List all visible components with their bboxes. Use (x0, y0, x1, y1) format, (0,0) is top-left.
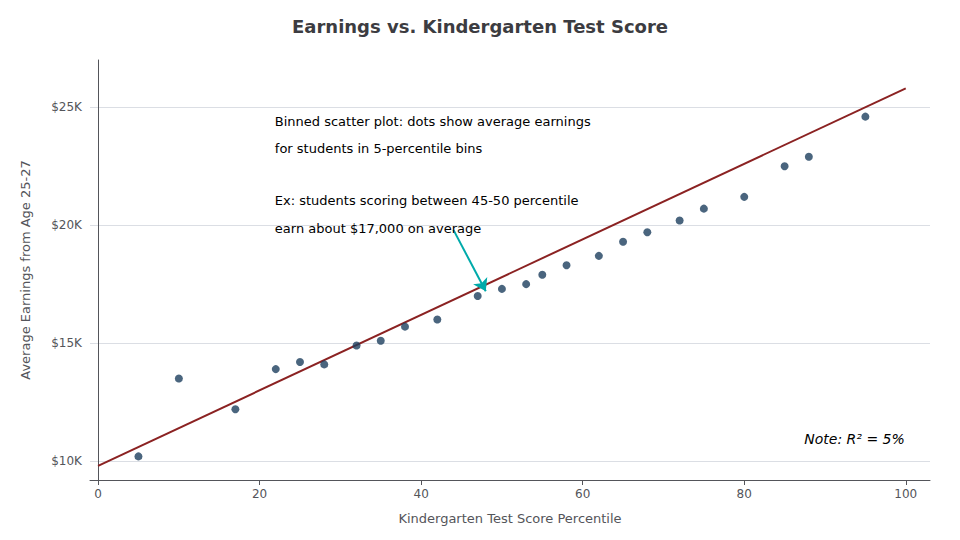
svg-text:$15K: $15K (51, 336, 83, 350)
svg-text:earn about $17,000 on average: earn about $17,000 on average (275, 221, 482, 236)
svg-text:20: 20 (252, 487, 267, 501)
svg-text:$20K: $20K (51, 218, 83, 232)
svg-text:0: 0 (94, 487, 102, 501)
svg-text:Binned scatter plot: dots show: Binned scatter plot: dots show average e… (275, 114, 591, 129)
svg-text:Ex: students scoring between 4: Ex: students scoring between 45-50 perce… (275, 193, 579, 208)
svg-text:Kindergarten Test Score Percen: Kindergarten Test Score Percentile (398, 511, 621, 526)
svg-text:60: 60 (575, 487, 590, 501)
svg-text:Average Earnings from Age 25-2: Average Earnings from Age 25-27 (18, 160, 33, 380)
svg-text:80: 80 (737, 487, 752, 501)
svg-text:40: 40 (414, 487, 429, 501)
svg-text:100: 100 (894, 487, 917, 501)
svg-text:$25K: $25K (51, 100, 83, 114)
svg-text:for students in 5-percentile b: for students in 5-percentile bins (275, 141, 483, 156)
svg-text:Note: R² = 5%: Note: R² = 5% (804, 431, 905, 447)
svg-text:Earnings vs. Kindergarten Test: Earnings vs. Kindergarten Test Score (292, 16, 668, 37)
svg-text:$10K: $10K (51, 454, 83, 468)
